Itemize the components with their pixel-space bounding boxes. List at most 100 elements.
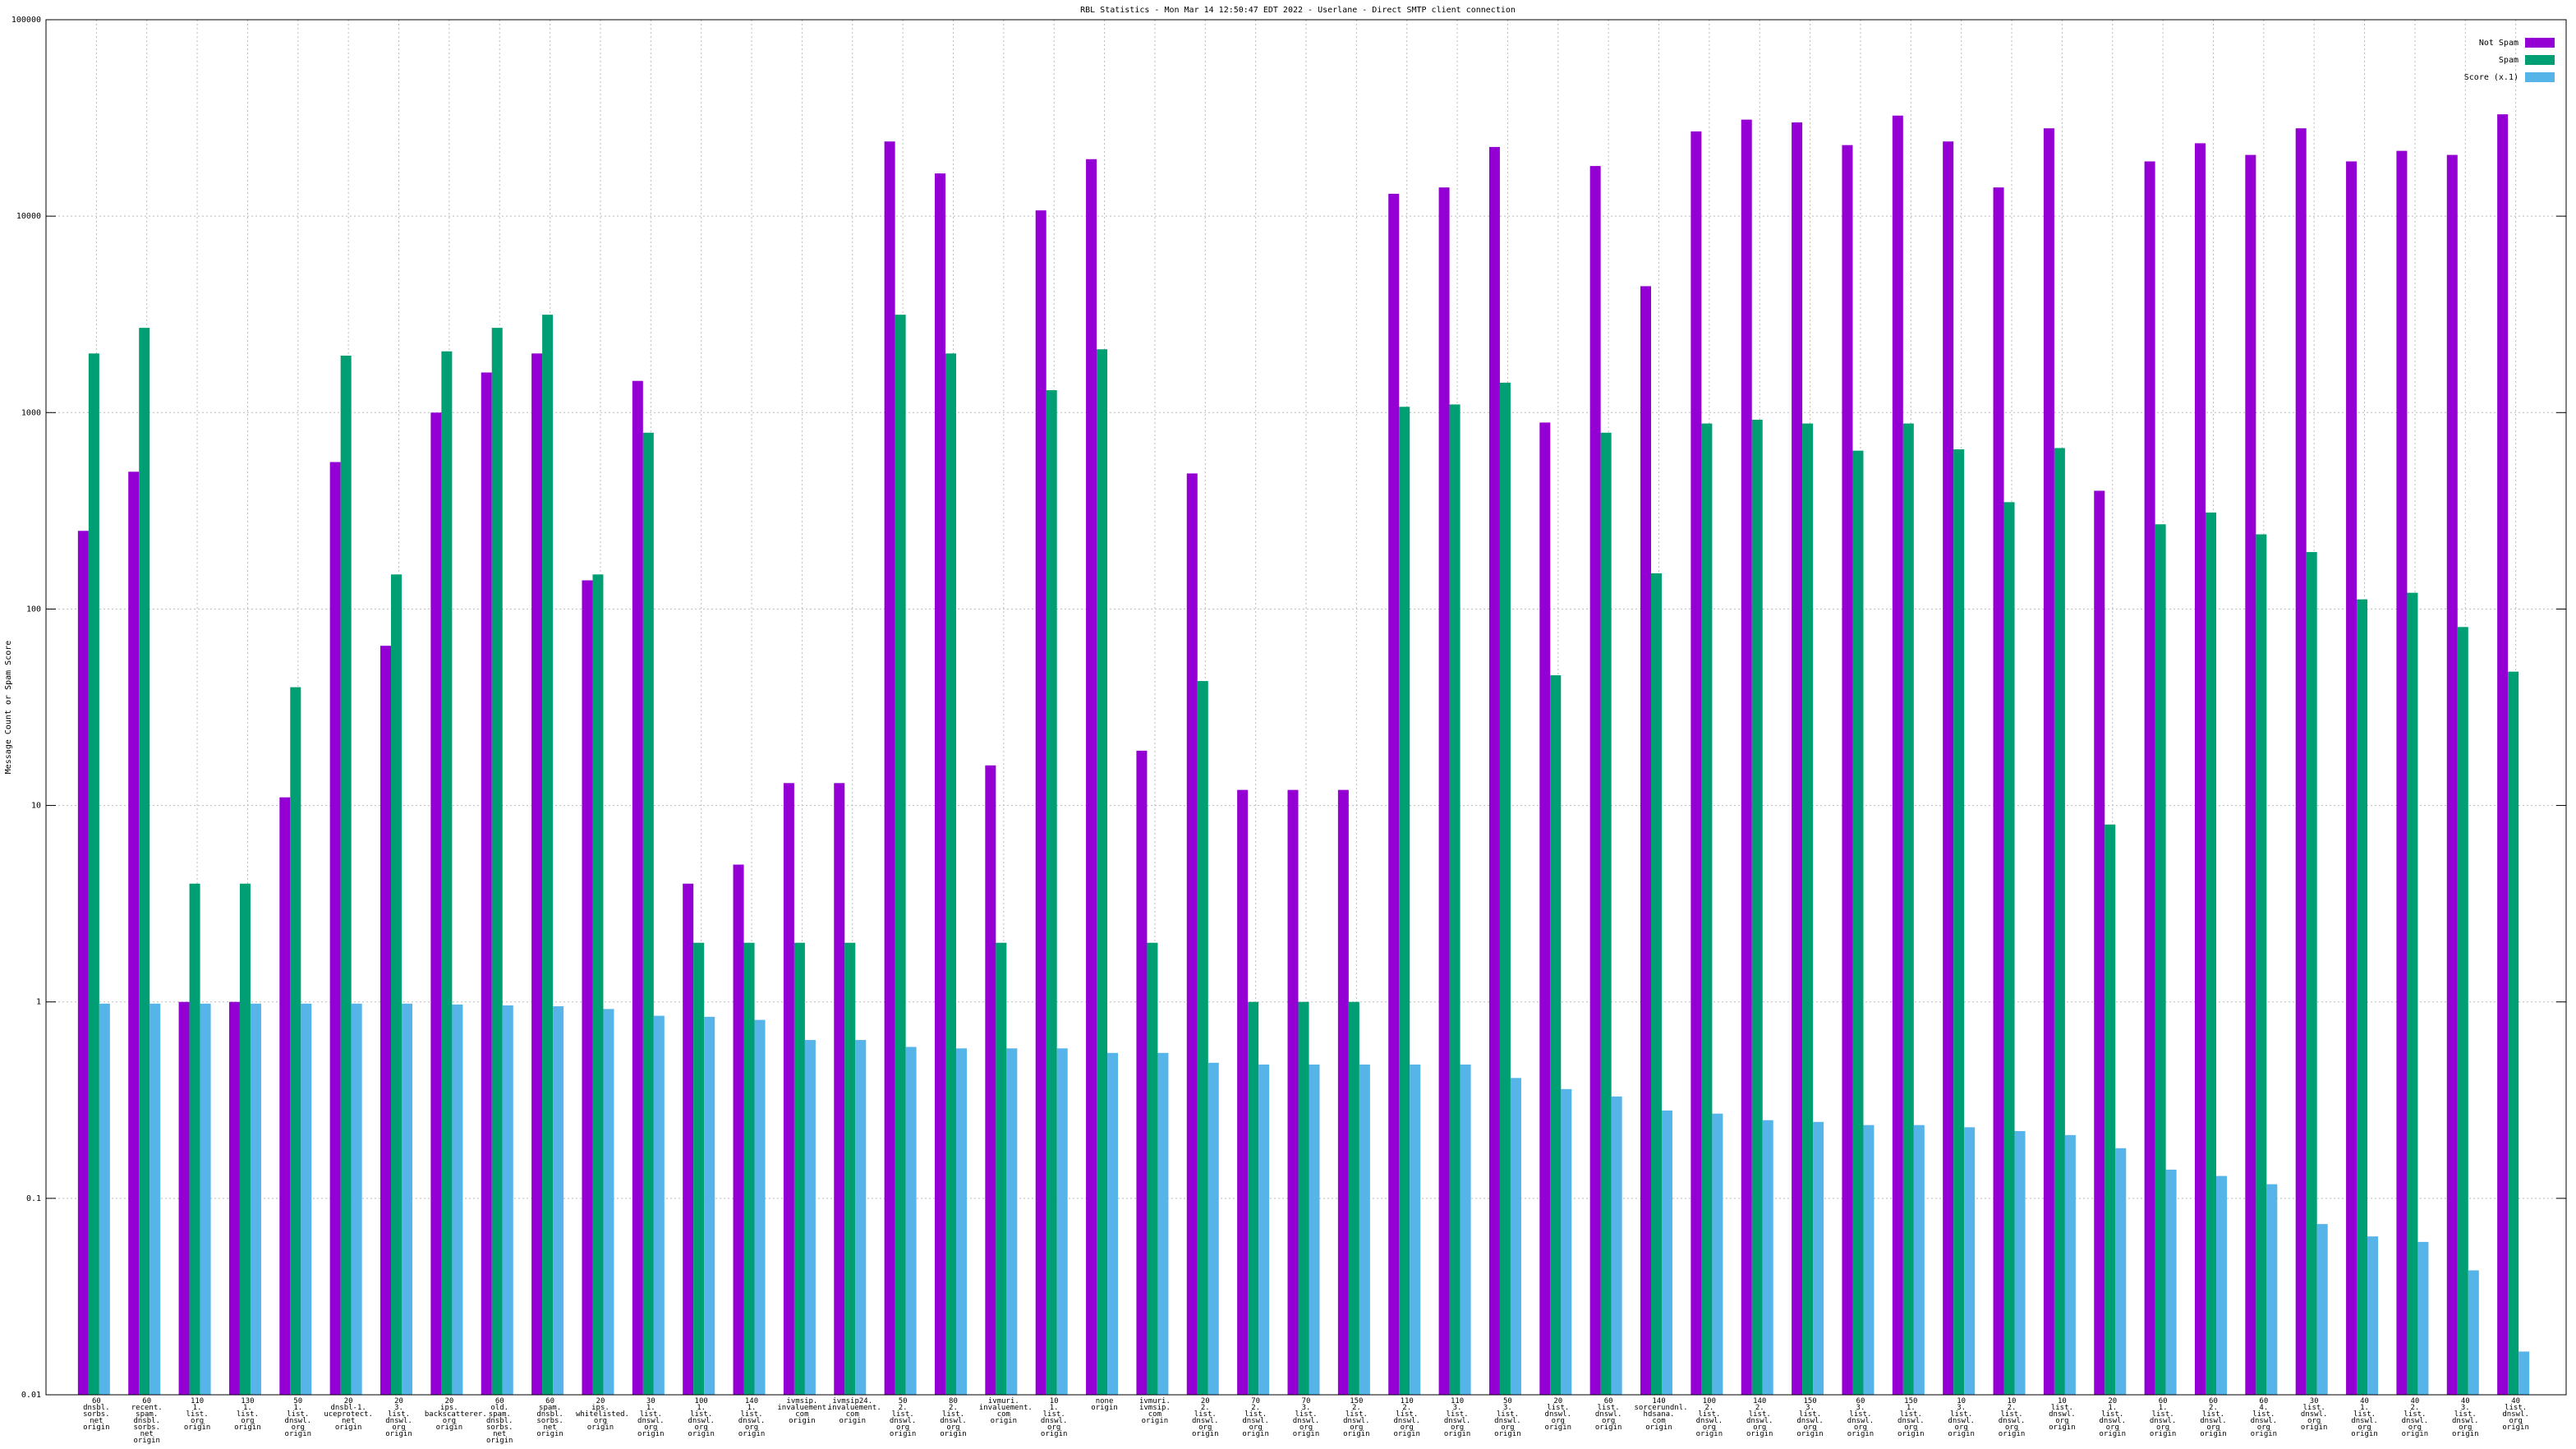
bar	[603, 1009, 614, 1395]
x-tick-label: 110 3. list. dnswl. org origin	[1443, 1397, 1471, 1438]
bar	[2144, 161, 2155, 1395]
bar	[2306, 552, 2317, 1395]
bar	[2104, 824, 2116, 1395]
bar	[553, 1006, 564, 1395]
bar	[1388, 193, 1400, 1395]
bar	[1359, 1064, 1370, 1395]
bar	[441, 351, 453, 1396]
bar	[642, 432, 654, 1395]
x-tick-label: 100 2. list. dnswl. org origin	[1695, 1397, 1723, 1438]
x-tick-label: ivmsip. invaluement. com origin	[777, 1397, 831, 1425]
bar	[2165, 1169, 2177, 1395]
x-tick-label: 20 ips. whitelisted. org origin	[575, 1397, 629, 1432]
bar	[704, 1016, 715, 1395]
bar	[491, 328, 503, 1395]
bar	[329, 462, 341, 1395]
bar	[1107, 1052, 1119, 1395]
legend-label: Not Spam	[2479, 39, 2518, 48]
bar	[794, 942, 805, 1395]
bar	[1399, 407, 1410, 1395]
bar	[2497, 114, 2509, 1396]
bar	[1600, 432, 1612, 1395]
bar	[1539, 422, 1551, 1396]
bar	[1208, 1062, 1219, 1395]
legend-label: Spam	[2499, 56, 2518, 65]
bar	[754, 1019, 766, 1395]
x-tick-label: 20 dnsbl-1. uceprotect. net origin	[324, 1397, 373, 1432]
bar	[2518, 1351, 2530, 1395]
bar	[2407, 592, 2418, 1395]
bar	[895, 315, 906, 1396]
x-tick-label: 20 ips. backscatterer. org origin	[424, 1397, 487, 1432]
bar	[1348, 1001, 1359, 1395]
bar	[1186, 473, 1198, 1396]
bar	[2003, 502, 2015, 1395]
x-tick-label: 110 2. list. dnswl. org origin	[1393, 1397, 1420, 1438]
bar	[2064, 1134, 2076, 1395]
legend-swatch	[2525, 55, 2555, 65]
x-tick-label: none origin	[1091, 1397, 1118, 1412]
bar	[934, 173, 945, 1396]
x-tick-label: 50 1. list. dnswl. org origin	[284, 1397, 312, 1438]
bar	[1589, 166, 1601, 1395]
bar	[1237, 789, 1249, 1395]
bar	[128, 472, 140, 1395]
x-tick-label: 140 2. list. dnswl. org origin	[1746, 1397, 1773, 1438]
x-tick-label: 150 1. list. dnswl. org origin	[1898, 1397, 1925, 1438]
bar	[2245, 154, 2256, 1396]
bar	[1337, 789, 1349, 1395]
bar	[1842, 145, 1853, 1396]
bar	[430, 412, 442, 1396]
bar	[2295, 128, 2307, 1395]
bar	[2043, 128, 2054, 1395]
bar	[1651, 573, 1663, 1395]
bar	[1499, 382, 1511, 1395]
bar	[884, 141, 895, 1396]
bar	[653, 1015, 665, 1395]
bar	[1640, 286, 1652, 1396]
bar	[2215, 1175, 2227, 1395]
bar	[402, 1003, 413, 1395]
x-tick-label: 20 1. list. dnswl. org origin	[2099, 1397, 2126, 1438]
bar	[804, 1040, 816, 1395]
x-tick-label: 30 1. list. dnswl. org origin	[637, 1397, 665, 1438]
bar	[301, 1003, 312, 1395]
bar	[1802, 423, 1814, 1396]
x-tick-label: 30 list. dnswl. org origin	[2300, 1397, 2328, 1432]
bar	[1298, 1001, 1309, 1395]
bar	[1993, 187, 2004, 1395]
legend-swatch	[2525, 72, 2555, 82]
x-tick-label: 10 2. list. dnswl. org origin	[1998, 1397, 2026, 1438]
bar	[2316, 1224, 2328, 1395]
y-tick-label: 1	[36, 998, 41, 1007]
bar	[178, 1001, 190, 1395]
bar	[1813, 1121, 1824, 1395]
bar	[743, 942, 755, 1395]
bar	[1510, 1078, 1521, 1395]
bar	[2457, 627, 2468, 1395]
x-tick-label: 150 3. list. dnswl. org origin	[1796, 1397, 1824, 1438]
bar	[502, 1005, 513, 1395]
bar	[1248, 1001, 1259, 1395]
bar	[783, 783, 794, 1395]
bar	[1964, 1127, 1976, 1395]
bar	[1006, 1048, 1018, 1395]
bar	[2396, 150, 2408, 1395]
bar	[1056, 1048, 1068, 1395]
bar	[340, 355, 352, 1395]
x-tick-label: 20 3. list. dnswl. org origin	[385, 1397, 412, 1438]
bar	[632, 380, 643, 1396]
x-tick-label: 60 dnsbl. sorbs. net origin	[83, 1397, 110, 1432]
x-tick-label: 60 old. spam. dnsbl. sorbs. net origin	[485, 1397, 513, 1445]
bar	[279, 797, 291, 1395]
bar	[1157, 1052, 1169, 1395]
x-tick-label: ivmuri. invaluement. com origin	[978, 1397, 1033, 1425]
bar	[1892, 115, 1903, 1395]
x-tick-label: 70 2. list. dnswl. org origin	[1242, 1397, 1269, 1438]
bar	[99, 1003, 110, 1395]
bar	[1751, 419, 1763, 1396]
bar	[1561, 1088, 1572, 1395]
bar	[452, 1004, 463, 1395]
bar	[582, 580, 593, 1395]
bar	[1701, 423, 1713, 1396]
